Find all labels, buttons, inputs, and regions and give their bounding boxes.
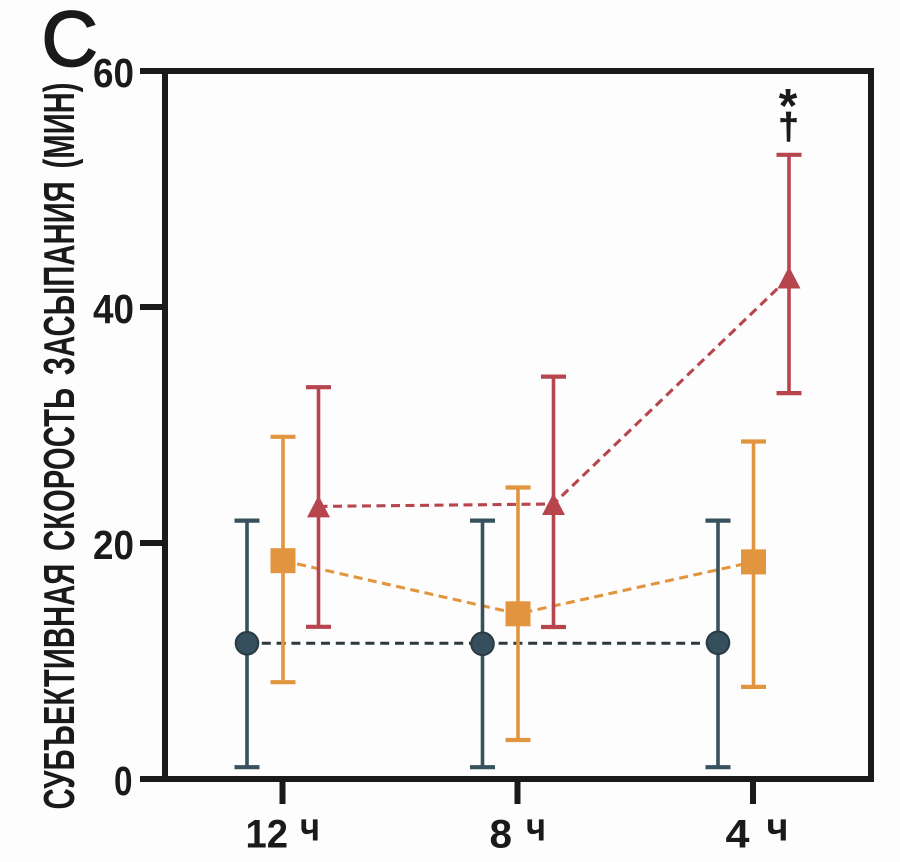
svg-text:8: 8 [490, 813, 513, 857]
svg-text:4: 4 [726, 813, 751, 857]
svg-text:C: C [42, 0, 98, 83]
svg-text:20: 20 [93, 522, 134, 568]
svg-text:СУБЪЕКТИВНАЯ СКОРОСТЬ ЗАСЫПАНИ: СУБЪЕКТИВНАЯ СКОРОСТЬ ЗАСЫПАНИЯ (МИН) [35, 83, 84, 810]
svg-text:ч: ч [767, 806, 789, 850]
svg-text:†: † [778, 106, 799, 147]
svg-text:60: 60 [93, 50, 134, 96]
svg-text:40: 40 [93, 286, 134, 332]
svg-text:*: * [779, 80, 798, 133]
svg-text:ч: ч [526, 806, 546, 850]
svg-text:12: 12 [246, 813, 289, 857]
svg-text:0: 0 [114, 758, 133, 804]
svg-text:ч: ч [300, 806, 320, 850]
